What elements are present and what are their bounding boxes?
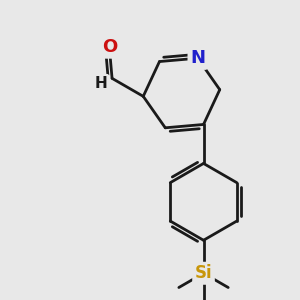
Text: H: H bbox=[94, 76, 107, 91]
Text: N: N bbox=[190, 49, 205, 67]
Text: Si: Si bbox=[195, 264, 212, 282]
Text: O: O bbox=[102, 38, 117, 56]
